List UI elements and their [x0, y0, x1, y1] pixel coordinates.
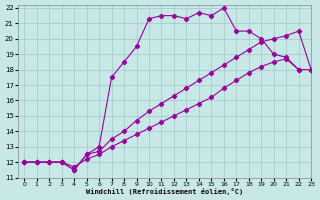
X-axis label: Windchill (Refroidissement éolien,°C): Windchill (Refroidissement éolien,°C) — [86, 188, 243, 195]
